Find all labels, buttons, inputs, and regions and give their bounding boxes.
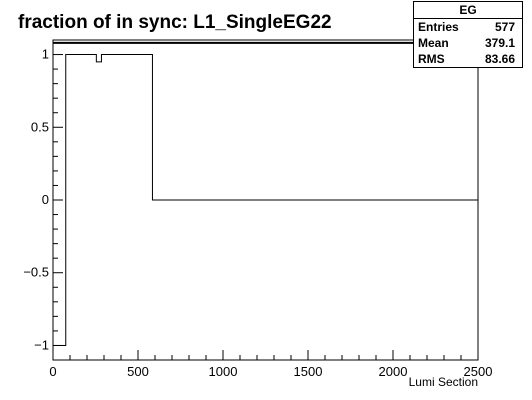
stats-box: EG Entries 577 Mean 379.1 RMS 83.66	[413, 1, 523, 68]
stats-value: 577	[494, 20, 515, 34]
y-tick-label: 0.5	[31, 119, 49, 134]
chart-title: fraction of in sync: L1_SingleEG22	[18, 12, 332, 33]
x-tick-label: 1000	[209, 364, 238, 379]
histogram-series	[53, 41, 478, 346]
x-tick-label: 2500	[464, 364, 493, 379]
x-tick-label: 0	[49, 364, 56, 379]
y-tick-label: 0	[42, 192, 49, 207]
histogram-line	[53, 54, 478, 346]
stats-row-mean: Mean 379.1	[414, 35, 522, 51]
stats-label: Mean	[418, 36, 449, 50]
y-tick-label: −0.5	[23, 265, 49, 280]
y-tick-label: 1	[42, 47, 49, 62]
stats-name: EG	[414, 2, 522, 19]
stats-label: Entries	[418, 20, 459, 34]
stats-value: 83.66	[484, 52, 515, 66]
y-tick-label: −1	[34, 337, 49, 352]
stats-label: RMS	[418, 52, 445, 66]
stats-value: 379.1	[484, 36, 515, 50]
x-tick-label: 500	[127, 364, 149, 379]
x-tick-label: 1500	[294, 364, 323, 379]
stats-row-rms: RMS 83.66	[414, 51, 522, 67]
x-axis: 0 500 1000 1500 2000 2500	[49, 350, 492, 379]
x-axis-title: Lumi Section	[408, 375, 478, 389]
stats-row-entries: Entries 577	[414, 19, 522, 35]
x-tick-label: 2000	[379, 364, 408, 379]
y-axis: −1 −0.5 0 0.5 1	[23, 39, 63, 361]
